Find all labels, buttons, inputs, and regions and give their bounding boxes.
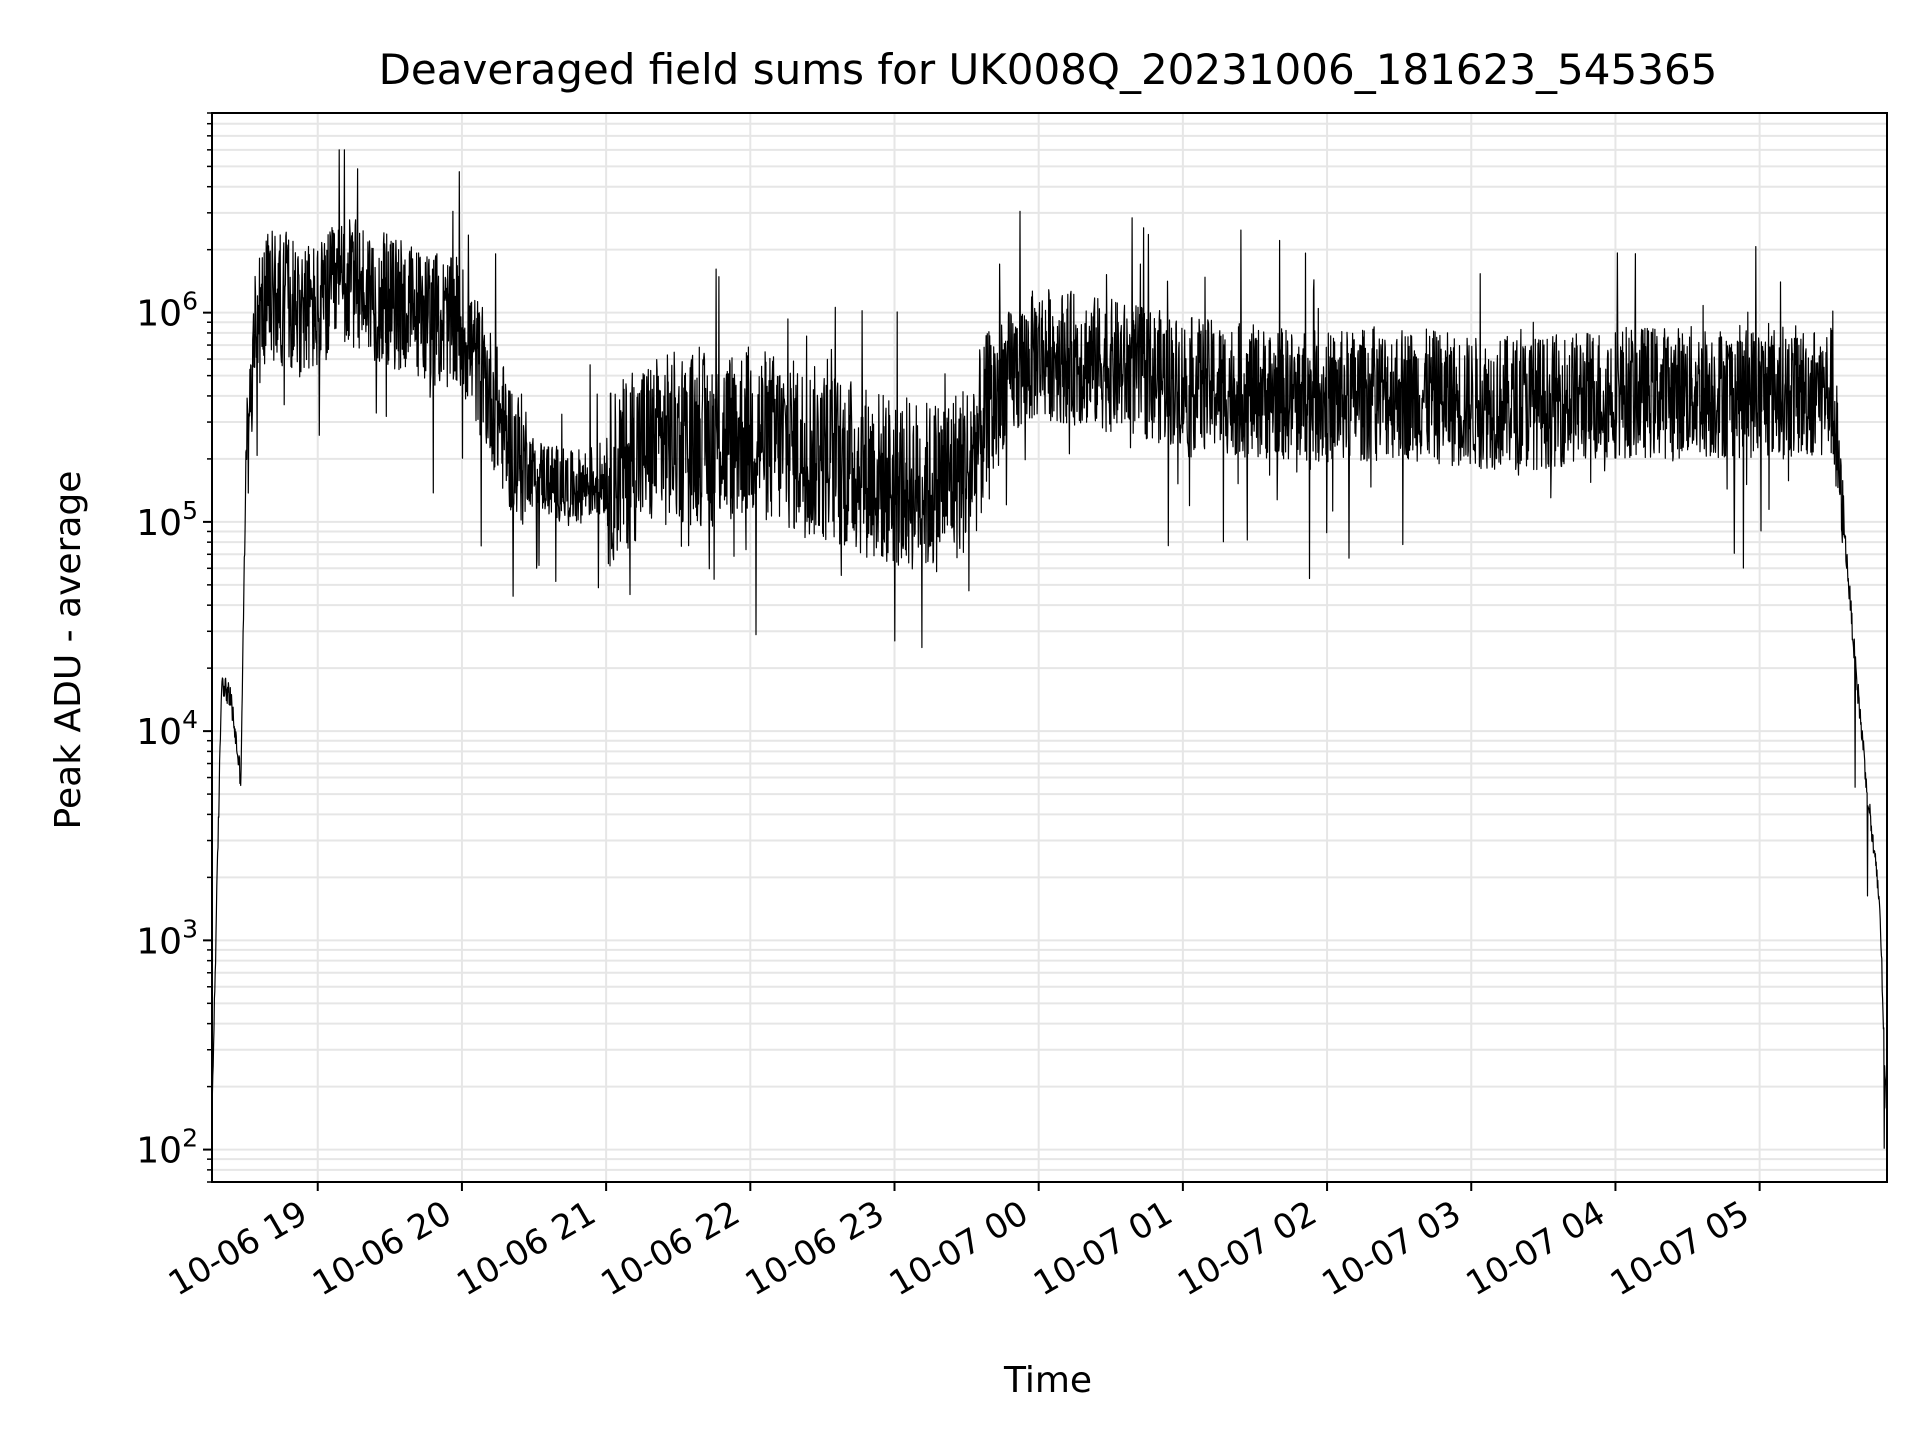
y-tick-label: 103 <box>136 914 198 962</box>
x-axis-label: Time <box>1003 1360 1092 1401</box>
y-tick-label: 105 <box>136 496 198 544</box>
y-tick-label: 102 <box>136 1124 198 1172</box>
chart-title: Deaveraged field sums for UK008Q_2023100… <box>379 45 1718 94</box>
series-line <box>211 149 1888 1149</box>
y-tick-label: 104 <box>136 705 198 753</box>
plot-frame <box>211 112 1888 1183</box>
y-tick-label: 106 <box>136 287 198 335</box>
y-axis-label: Peak ADU - average <box>48 471 89 830</box>
grid <box>212 112 1887 1183</box>
series-layer <box>211 149 1888 1149</box>
